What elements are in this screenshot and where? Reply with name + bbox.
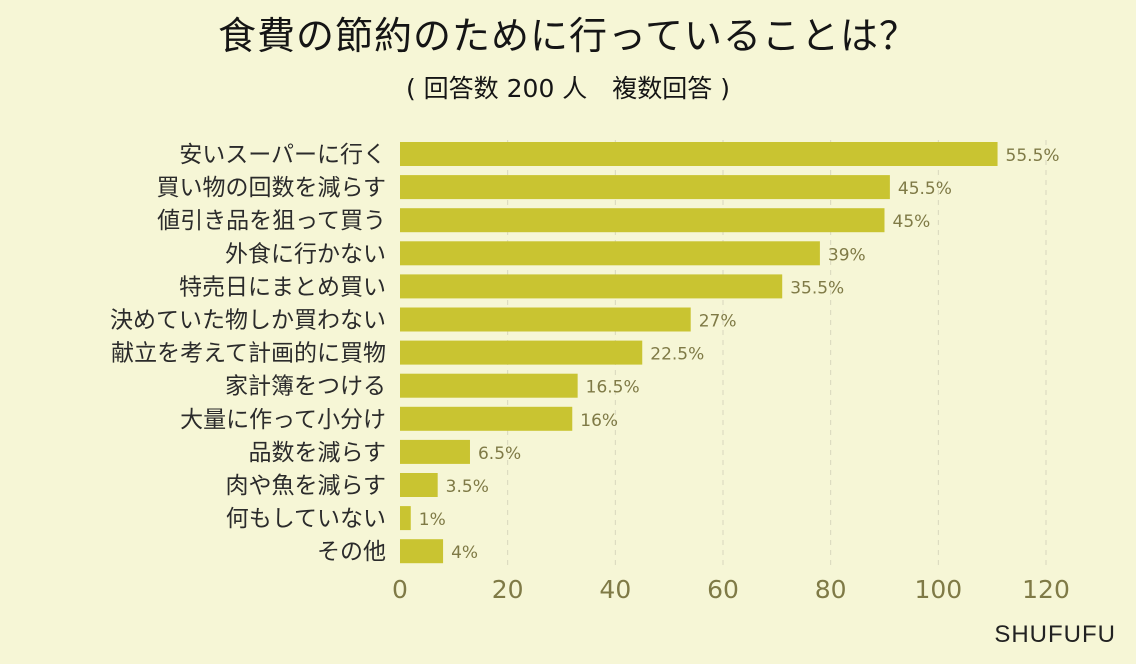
value-label: 45% — [893, 212, 931, 232]
bar — [400, 506, 411, 531]
value-label: 45.5% — [898, 179, 952, 199]
value-label: 22.5% — [650, 345, 704, 365]
value-label: 39% — [828, 245, 866, 265]
bar — [400, 208, 885, 233]
brand-mark: SHUFUFU — [994, 621, 1116, 648]
category-label: 大量に作って小分け — [180, 407, 386, 433]
bar — [400, 539, 444, 564]
bar — [400, 175, 890, 200]
category-label: 献立を考えて計画的に買物 — [111, 341, 386, 367]
value-label: 55.5% — [1006, 146, 1060, 166]
bar — [400, 340, 643, 365]
value-label: 27% — [699, 312, 737, 332]
chart-subtitle: ( 回答数 200 人 複数回答 ) — [405, 74, 730, 103]
x-tick-label: 0 — [392, 575, 408, 604]
x-tick-label: 60 — [707, 575, 739, 604]
value-labels: 55.5% 45.5% 45% 39% 35.5% 27% 22.5% 16.5% 16% 6.5… — [419, 146, 1060, 563]
x-axis-ticks: 0 20 40 60 80 100 120 — [392, 575, 1070, 604]
chart-title: 食費の節約のために行っていることは？ — [217, 14, 919, 58]
bar — [400, 241, 820, 266]
x-tick-label: 40 — [599, 575, 631, 604]
value-label: 35.5% — [790, 278, 844, 298]
category-label: 安いスーパーに行く — [179, 142, 386, 168]
x-tick-label: 100 — [914, 575, 962, 604]
value-label: 1% — [419, 510, 446, 530]
bar — [400, 439, 470, 464]
category-label: 家計簿をつける — [225, 374, 386, 400]
category-label: 品数を減らす — [248, 440, 386, 466]
bar — [400, 142, 998, 166]
category-label: 特売日にまとめ買い — [179, 274, 386, 300]
value-label: 3.5% — [446, 477, 489, 497]
category-label: 値引き品を狙って買う — [157, 208, 386, 234]
bar — [400, 307, 691, 332]
bar — [400, 373, 578, 398]
value-label: 6.5% — [478, 444, 521, 464]
value-label: 4% — [451, 543, 478, 563]
value-label: 16.5% — [586, 378, 640, 398]
bar — [400, 406, 573, 431]
x-tick-label: 80 — [815, 575, 847, 604]
bars — [400, 142, 998, 564]
category-label: 外食に行かない — [225, 241, 386, 267]
category-label: 決めていた物しか買わない — [110, 308, 386, 334]
value-label: 16% — [580, 411, 618, 431]
category-label: 何もしていない — [226, 506, 386, 532]
category-labels: 安いスーパーに行く買い物の回数を減らす値引き品を狙って買う外食に行かない特売日に… — [110, 142, 386, 565]
category-label: 肉や魚を減らす — [225, 473, 386, 499]
category-label: 買い物の回数を減らす — [156, 175, 386, 201]
x-tick-label: 20 — [492, 575, 524, 604]
x-tick-label: 120 — [1022, 575, 1070, 604]
bar — [400, 473, 438, 497]
bar — [400, 274, 783, 299]
category-label: その他 — [317, 539, 386, 565]
